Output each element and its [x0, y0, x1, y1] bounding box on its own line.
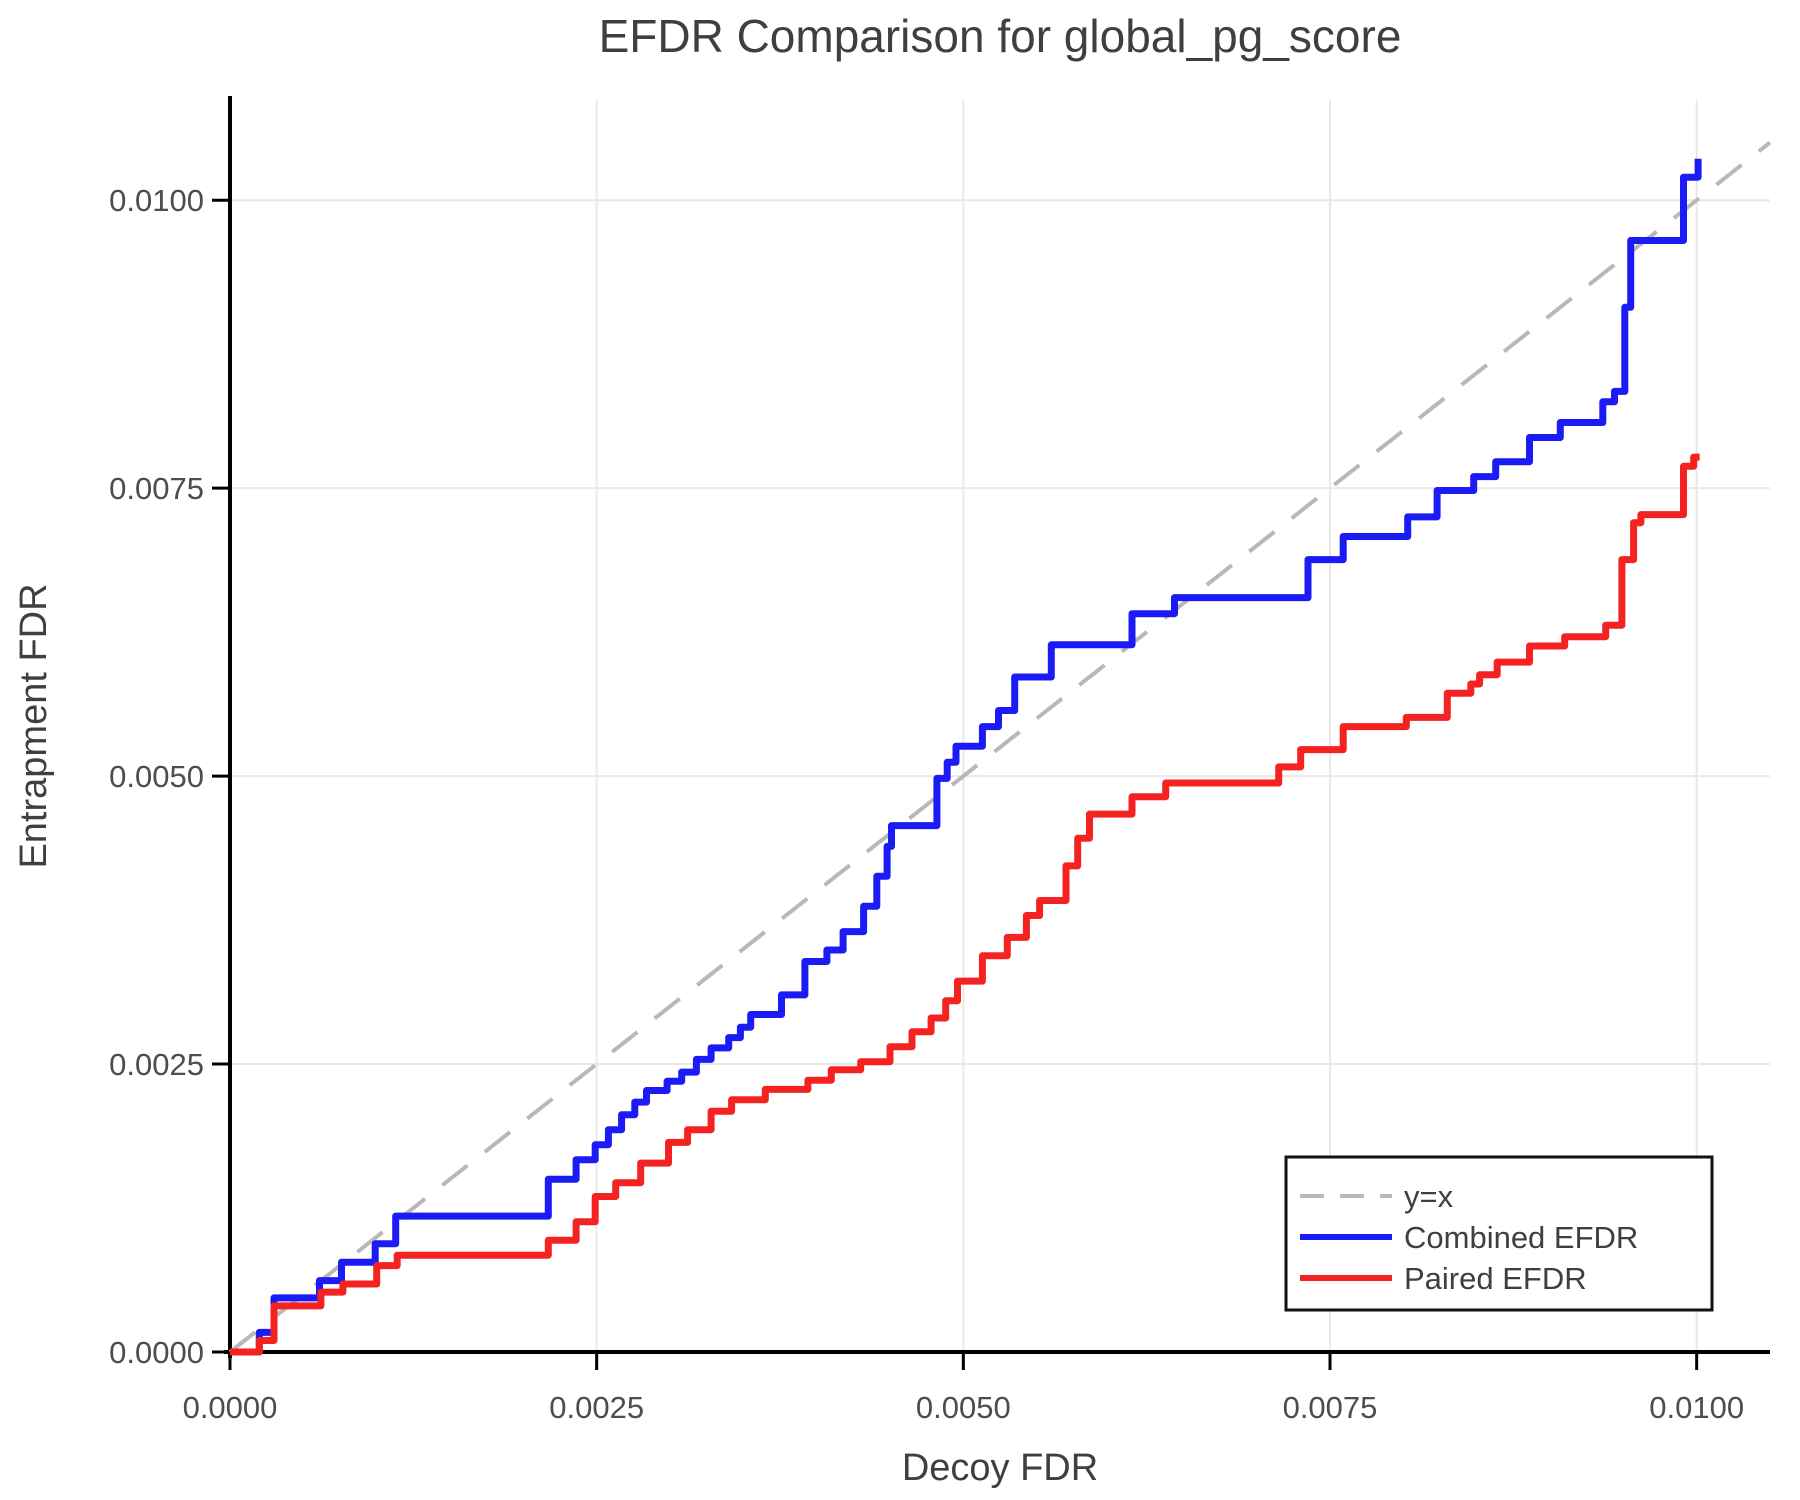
- x-axis-title: Decoy FDR: [902, 1447, 1098, 1489]
- y-tick-label: 0.0000: [109, 1335, 204, 1370]
- y-tick-label: 0.0075: [109, 471, 204, 506]
- x-tick-label: 0.0050: [916, 1390, 1011, 1425]
- x-tick-label: 0.0000: [183, 1390, 278, 1425]
- y-tick-label: 0.0025: [109, 1047, 204, 1082]
- series-line-paired-efdr: [230, 453, 1700, 1356]
- legend-label-3: Paired EFDR: [1404, 1261, 1587, 1296]
- legend: y=x Combined EFDR Paired EFDR: [1284, 1155, 1714, 1312]
- series-line-combined-efdr: [230, 158, 1702, 1356]
- series-line-y-x: [228, 141, 1772, 1354]
- data-series: [228, 141, 1772, 1356]
- y-tick-label: 0.0100: [109, 183, 204, 218]
- x-tick-label: 0.0025: [549, 1390, 644, 1425]
- axes: [212, 96, 1770, 1370]
- legend-label-2: Combined EFDR: [1404, 1220, 1638, 1255]
- tick-labels: 0.0000 0.0025 0.0050 0.0075 0.0100 0.0000 0.00…: [109, 183, 1744, 1425]
- x-tick-label: 0.0100: [1649, 1390, 1744, 1425]
- legend-label-1: y=x: [1404, 1179, 1454, 1214]
- chart-title: EFDR Comparison for global_pg_score: [599, 10, 1402, 62]
- y-tick-label: 0.0050: [109, 759, 204, 794]
- x-tick-label: 0.0075: [1283, 1390, 1378, 1425]
- legend-box: [1284, 1155, 1714, 1312]
- y-axis-title: Entrapment FDR: [13, 583, 55, 868]
